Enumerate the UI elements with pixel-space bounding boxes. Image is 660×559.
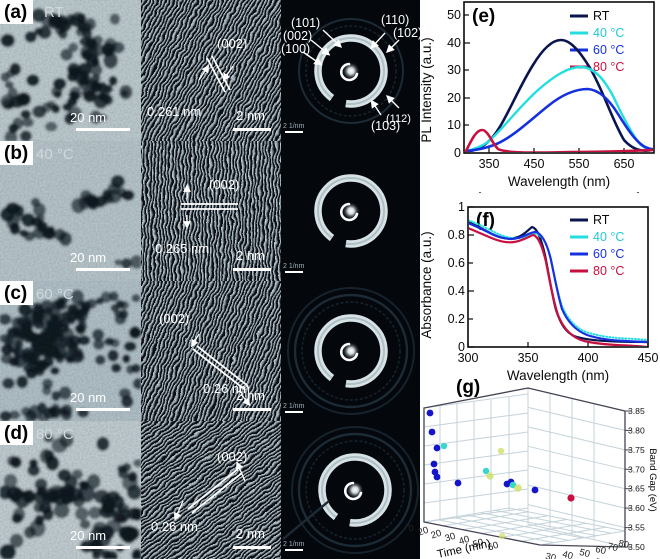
- svg-text:(e): (e): [472, 6, 495, 27]
- svg-text:Wavelength (nm): Wavelength (nm): [508, 174, 610, 189]
- svg-text:0.2: 0.2: [448, 312, 465, 326]
- svg-text:40: 40: [447, 36, 461, 50]
- svg-text:3.50: 3.50: [628, 542, 645, 552]
- svg-text:50: 50: [447, 8, 461, 22]
- svg-text:(112): (112): [386, 113, 411, 125]
- svg-text:40: 40: [561, 549, 574, 559]
- svg-text:450: 450: [638, 351, 659, 365]
- svg-text:550: 550: [569, 157, 590, 171]
- svg-text:0.4: 0.4: [448, 284, 465, 298]
- svg-text:20: 20: [429, 528, 442, 542]
- svg-text:400: 400: [578, 351, 599, 365]
- svg-text:RT: RT: [593, 213, 610, 227]
- svg-text:3.75: 3.75: [628, 445, 645, 455]
- svg-text:10: 10: [447, 118, 461, 132]
- svg-text:30: 30: [544, 551, 557, 559]
- svg-text:300: 300: [458, 351, 479, 365]
- svg-text:PL Intensity (a.u.): PL Intensity (a.u.): [420, 37, 434, 142]
- svg-text:(002): (002): [283, 29, 312, 43]
- svg-text:3.65: 3.65: [628, 484, 645, 494]
- svg-text:60: 60: [594, 544, 607, 557]
- svg-text:80 °C: 80 °C: [593, 264, 624, 278]
- svg-text:650: 650: [614, 157, 635, 171]
- svg-text:Absorbance (a.u.): Absorbance (a.u.): [420, 231, 434, 338]
- svg-text:RT: RT: [593, 9, 610, 23]
- svg-text:3.55: 3.55: [628, 523, 645, 533]
- svg-text:60 °C: 60 °C: [593, 43, 624, 57]
- svg-text:(100): (100): [281, 42, 310, 56]
- svg-text:0.6: 0.6: [448, 256, 465, 270]
- svg-text:(102): (102): [393, 26, 420, 40]
- svg-text:350: 350: [479, 157, 500, 171]
- svg-text:2 1/nm: 2 1/nm: [283, 263, 305, 270]
- svg-text:50: 50: [578, 547, 591, 559]
- svg-text:60 °C: 60 °C: [593, 247, 624, 261]
- svg-text:0: 0: [454, 146, 461, 160]
- svg-text:20: 20: [416, 525, 429, 539]
- svg-text:40 °C: 40 °C: [593, 230, 624, 244]
- svg-text:2 1/nm: 2 1/nm: [283, 403, 305, 410]
- svg-text:40 °C: 40 °C: [593, 26, 624, 40]
- svg-text:2 1/nm: 2 1/nm: [283, 541, 305, 548]
- svg-text:80 °C: 80 °C: [593, 60, 624, 74]
- svg-text:1: 1: [458, 200, 465, 214]
- svg-text:450: 450: [524, 157, 545, 171]
- svg-text:2 1/nm: 2 1/nm: [283, 123, 305, 130]
- svg-text:(101): (101): [291, 16, 320, 30]
- svg-text:350: 350: [518, 351, 539, 365]
- svg-text:3.85: 3.85: [628, 406, 645, 416]
- svg-text:30: 30: [447, 63, 461, 77]
- svg-text:Band Gap (eV): Band Gap (eV): [647, 448, 658, 511]
- svg-text:(g): (g): [456, 377, 480, 398]
- svg-text:(110): (110): [381, 13, 409, 27]
- svg-text:30: 30: [443, 531, 456, 545]
- svg-text:3.80: 3.80: [628, 425, 645, 435]
- svg-text:3.60: 3.60: [628, 503, 645, 513]
- svg-text:0.8: 0.8: [448, 228, 465, 242]
- svg-text:3.70: 3.70: [628, 464, 645, 474]
- svg-text:20: 20: [447, 91, 461, 105]
